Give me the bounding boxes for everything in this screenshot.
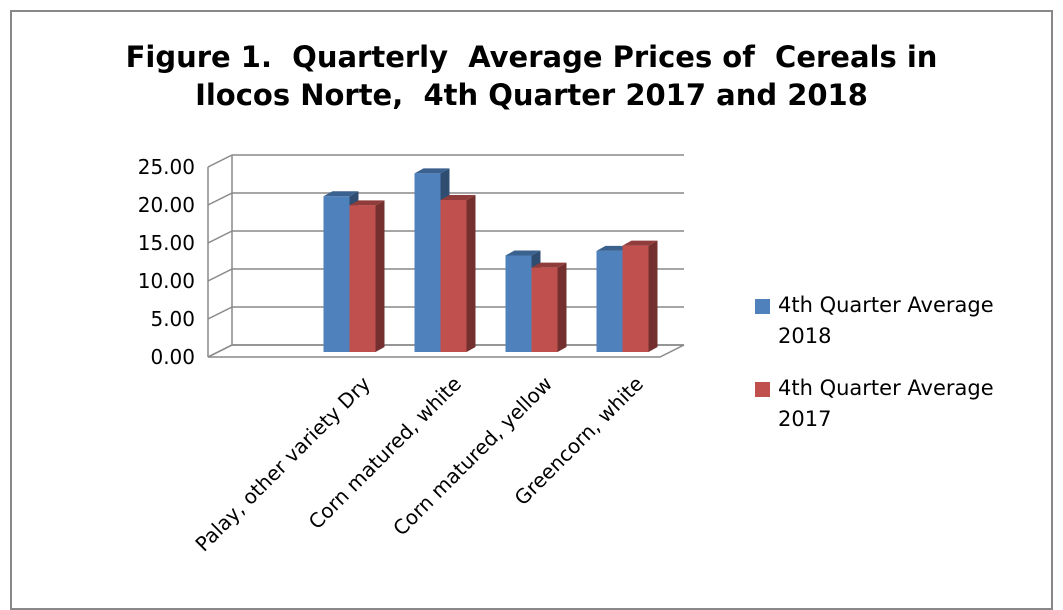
bar: [505, 255, 532, 352]
bar: [531, 267, 558, 352]
bar: [323, 196, 350, 352]
grid-line: [207, 230, 233, 244]
bar-side: [648, 240, 658, 352]
y-tick-label: 0.00: [150, 345, 195, 369]
bar-top: [531, 262, 567, 268]
bar-top: [505, 250, 541, 256]
bar-top: [349, 200, 385, 206]
legend-swatch: [755, 299, 770, 314]
chart: Figure 1. Quarterly Average Prices of Ce…: [10, 10, 1053, 610]
bar-side: [375, 200, 385, 352]
bar: [440, 200, 467, 352]
x-tick-label: Corn matured, yellow: [388, 372, 557, 541]
y-tick-label: 15.00: [138, 231, 195, 255]
bar-top: [414, 168, 450, 174]
bar-side: [466, 195, 476, 352]
bar: [414, 173, 441, 352]
grid-line: [207, 192, 233, 206]
y-tick-label: 5.00: [150, 307, 195, 331]
y-tick-label: 20.00: [138, 193, 195, 217]
legend-swatch: [755, 382, 770, 397]
grid-line: [207, 268, 233, 282]
grid-line: [207, 306, 233, 320]
legend-label: 4th Quarter Average 2018: [778, 293, 994, 348]
bar: [349, 205, 376, 352]
bar-side: [557, 262, 567, 352]
x-tick-label: Palay, other variety Dry: [190, 371, 375, 556]
plot: 0.00 5.00 10.00 15.00 20.00 25.00 Palay, other…: [138, 154, 685, 556]
bar-top: [622, 240, 658, 246]
bar-top: [440, 195, 476, 200]
bar: [596, 250, 623, 352]
y-tick-label: 25.00: [138, 155, 195, 179]
x-tick-label: Corn matured, white: [304, 372, 466, 534]
chart-title: Figure 1. Quarterly Average Prices of Ce…: [125, 40, 938, 74]
bar-top: [323, 191, 359, 197]
chart-title: Ilocos Norte, 4th Quarter 2017 and 2018: [195, 78, 868, 112]
grid-line: [207, 154, 233, 168]
bar: [622, 245, 649, 352]
grid-line: [207, 344, 233, 358]
legend-label: 4th Quarter Average 2017: [778, 376, 994, 431]
y-tick-label: 10.00: [138, 269, 195, 293]
